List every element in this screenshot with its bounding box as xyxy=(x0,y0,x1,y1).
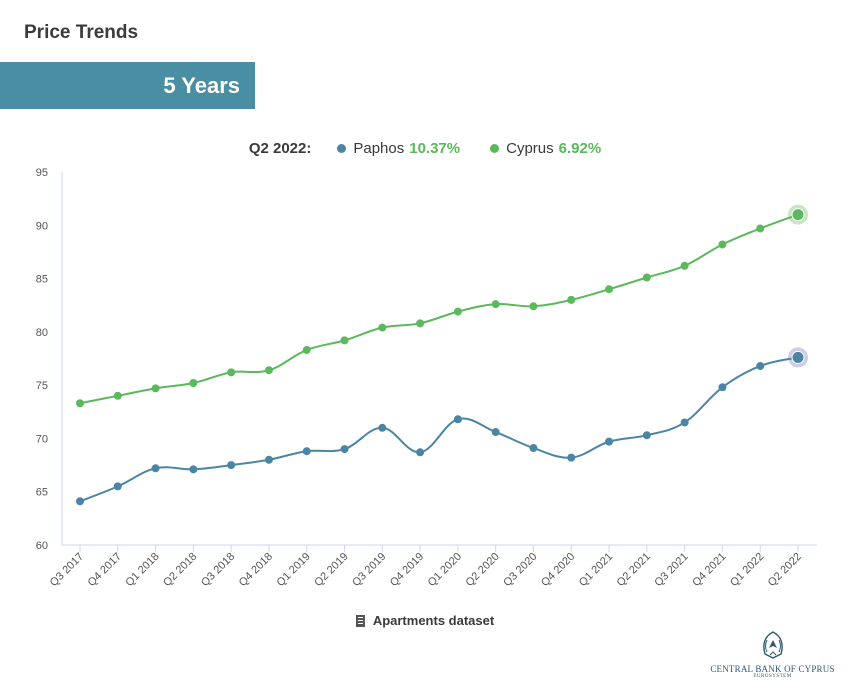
data-point-paphos xyxy=(340,445,349,454)
x-tick-label: Q2 2021 xyxy=(615,551,653,589)
y-tick-label: 65 xyxy=(36,487,48,499)
x-tick-label: Q2 2018 xyxy=(161,551,199,589)
data-point-paphos xyxy=(113,482,122,491)
data-point-cyprus xyxy=(264,366,273,375)
data-point-cyprus xyxy=(605,285,614,294)
data-point-cyprus xyxy=(151,384,160,393)
data-point-cyprus xyxy=(529,302,538,311)
dataset-note: Apartments dataset xyxy=(0,613,850,628)
legend-change-cyprus: 6.92% xyxy=(558,140,602,157)
data-point-paphos xyxy=(567,453,576,462)
data-point-paphos xyxy=(491,428,500,437)
data-point-paphos xyxy=(642,431,651,440)
x-tick-label: Q1 2022 xyxy=(728,551,766,589)
bank-name: CENTRAL BANK OF CYPRUS xyxy=(710,664,835,674)
x-tick-label: Q3 2018 xyxy=(199,551,237,589)
data-point-paphos xyxy=(605,437,614,446)
data-point-paphos xyxy=(264,455,273,464)
data-point-paphos xyxy=(680,418,689,427)
data-point-paphos xyxy=(378,423,387,432)
data-point-paphos xyxy=(151,464,160,473)
data-point-cyprus xyxy=(756,224,765,233)
data-point-cyprus xyxy=(567,295,576,304)
x-tick-label: Q1 2020 xyxy=(426,551,464,589)
data-point-paphos xyxy=(756,361,765,370)
x-tick-label: Q2 2020 xyxy=(463,551,501,589)
legend-dot-cyprus xyxy=(490,144,500,153)
building-icon xyxy=(355,614,365,627)
x-tick-label: Q4 2018 xyxy=(237,551,275,589)
data-point-paphos xyxy=(76,497,84,506)
y-tick-label: 75 xyxy=(36,380,48,392)
y-tick-label: 60 xyxy=(36,540,48,552)
data-point-paphos xyxy=(453,415,462,424)
legend-change-paphos: 10.37% xyxy=(409,140,461,157)
chart-legend: Q2 2022: Paphos 10.37% Cyprus 6.92% xyxy=(0,140,850,157)
central-bank-logo: CENTRAL BANK OF CYPRUS EUROSYSTEM xyxy=(710,628,835,688)
x-tick-label: Q2 2022 xyxy=(766,551,804,589)
period-selector[interactable]: 5 Years xyxy=(0,62,255,109)
x-tick-label: Q4 2017 xyxy=(86,551,124,589)
data-point-cyprus xyxy=(680,261,689,270)
x-tick-label: Q3 2017 xyxy=(48,551,86,589)
data-point-cyprus xyxy=(76,399,84,408)
dataset-label: Apartments dataset xyxy=(372,613,495,628)
y-tick-label: 70 xyxy=(36,433,48,445)
y-tick-label: 85 xyxy=(36,274,48,286)
data-point-cyprus xyxy=(113,391,122,400)
data-point-cyprus xyxy=(416,319,425,328)
x-tick-label: Q3 2020 xyxy=(501,551,539,589)
x-tick-label: Q1 2019 xyxy=(275,551,313,589)
legend-name-cyprus: Cyprus xyxy=(506,140,554,157)
data-point-cyprus xyxy=(227,368,236,377)
data-point-cyprus xyxy=(718,240,727,249)
data-point-paphos xyxy=(227,461,236,470)
data-point-cyprus xyxy=(302,345,311,354)
data-point-cyprus xyxy=(340,336,349,345)
legend-dot-paphos xyxy=(337,144,347,153)
x-tick-label: Q4 2021 xyxy=(690,551,728,589)
legend-item-paphos[interactable]: Paphos 10.37% xyxy=(337,140,460,157)
data-point-cyprus xyxy=(378,323,387,332)
data-point-cyprus xyxy=(189,379,198,388)
x-tick-label: Q1 2021 xyxy=(577,551,615,589)
data-point-cyprus xyxy=(791,208,805,222)
legend-period-label: Q2 2022: xyxy=(248,140,312,157)
data-point-paphos xyxy=(189,465,198,474)
x-tick-label: Q1 2018 xyxy=(123,551,161,589)
legend-item-cyprus[interactable]: Cyprus 6.92% xyxy=(490,140,601,157)
x-tick-label: Q2 2019 xyxy=(312,551,350,589)
y-tick-label: 95 xyxy=(36,167,48,179)
bank-subtitle: EUROSYSTEM xyxy=(753,674,792,679)
series-line-cyprus xyxy=(79,213,799,405)
y-tick-label: 90 xyxy=(36,220,48,232)
data-point-paphos xyxy=(529,444,538,453)
x-tick-label: Q4 2020 xyxy=(539,551,577,589)
x-tick-label: Q3 2021 xyxy=(652,551,690,589)
legend-name-paphos: Paphos xyxy=(353,140,405,157)
data-point-cyprus xyxy=(491,300,500,309)
data-point-cyprus xyxy=(453,307,462,316)
page-title: Price Trends xyxy=(24,22,139,43)
y-tick-label: 80 xyxy=(36,327,48,339)
data-point-paphos xyxy=(791,350,805,364)
data-point-paphos xyxy=(416,448,425,457)
data-point-paphos xyxy=(302,447,311,456)
x-tick-label: Q3 2019 xyxy=(350,551,388,589)
data-point-cyprus xyxy=(642,273,651,282)
bank-emblem-icon xyxy=(762,631,783,659)
series-line-paphos xyxy=(79,356,799,503)
data-point-paphos xyxy=(718,383,727,392)
x-tick-label: Q4 2019 xyxy=(388,551,426,589)
